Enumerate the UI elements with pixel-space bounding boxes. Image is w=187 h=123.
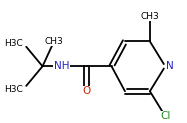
Text: NH: NH	[54, 61, 69, 71]
Text: Cl: Cl	[160, 111, 170, 121]
Text: CH3: CH3	[140, 12, 159, 21]
Text: O: O	[82, 86, 91, 96]
Text: H3C: H3C	[5, 85, 23, 94]
Text: H3C: H3C	[5, 39, 23, 48]
Text: CH3: CH3	[45, 37, 63, 46]
Text: N: N	[166, 61, 174, 71]
